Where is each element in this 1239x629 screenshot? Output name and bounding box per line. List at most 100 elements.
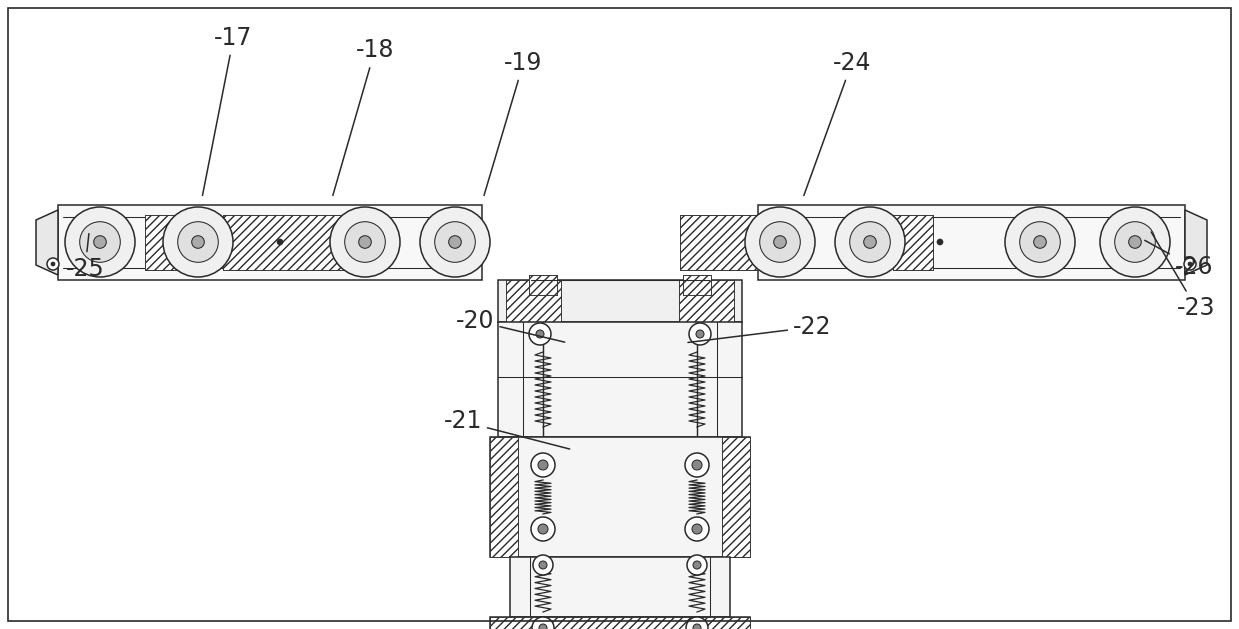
Circle shape: [864, 236, 876, 248]
Circle shape: [359, 236, 372, 248]
Text: -20: -20: [456, 309, 565, 342]
Circle shape: [79, 221, 120, 262]
Text: -24: -24: [804, 51, 871, 196]
Circle shape: [1129, 236, 1141, 248]
Bar: [683, 275, 711, 295]
Circle shape: [686, 555, 707, 575]
Bar: [489, 617, 750, 629]
Circle shape: [685, 453, 709, 477]
Bar: [506, 280, 561, 322]
Circle shape: [330, 207, 400, 277]
Bar: [223, 215, 343, 270]
Bar: [145, 215, 185, 270]
Text: -25: -25: [66, 233, 104, 281]
Circle shape: [685, 517, 709, 541]
Bar: [722, 437, 750, 557]
Bar: [893, 215, 933, 270]
Polygon shape: [1184, 210, 1207, 275]
Bar: [498, 280, 742, 322]
Bar: [223, 215, 343, 270]
Bar: [489, 617, 750, 629]
Polygon shape: [36, 210, 58, 275]
Bar: [679, 280, 733, 322]
Circle shape: [696, 330, 704, 338]
Circle shape: [1184, 258, 1196, 270]
Circle shape: [1188, 262, 1192, 266]
Circle shape: [760, 221, 800, 262]
Circle shape: [533, 555, 553, 575]
Circle shape: [1033, 236, 1046, 248]
Circle shape: [538, 524, 548, 534]
Bar: [489, 437, 750, 557]
Circle shape: [532, 453, 555, 477]
Bar: [683, 275, 711, 295]
Circle shape: [693, 460, 703, 470]
Text: -17: -17: [202, 26, 253, 196]
Text: -23: -23: [1151, 232, 1215, 320]
Circle shape: [686, 617, 707, 629]
Circle shape: [1020, 221, 1061, 262]
Bar: [529, 275, 558, 295]
Circle shape: [745, 207, 815, 277]
Circle shape: [773, 236, 787, 248]
Circle shape: [278, 239, 282, 245]
Circle shape: [449, 236, 461, 248]
Text: -19: -19: [484, 51, 543, 196]
Circle shape: [539, 624, 546, 629]
Bar: [223, 215, 343, 270]
Bar: [489, 617, 750, 629]
Text: -22: -22: [688, 315, 831, 342]
Circle shape: [164, 207, 233, 277]
Circle shape: [539, 561, 546, 569]
Bar: [680, 215, 800, 270]
Circle shape: [1005, 207, 1075, 277]
Circle shape: [177, 221, 218, 262]
Circle shape: [64, 207, 135, 277]
Circle shape: [529, 323, 551, 345]
Bar: [680, 215, 800, 270]
Bar: [893, 215, 933, 270]
Bar: [489, 437, 518, 557]
Bar: [722, 437, 750, 557]
Bar: [489, 617, 750, 629]
Text: -26: -26: [1145, 240, 1213, 279]
Text: -18: -18: [333, 38, 394, 196]
Circle shape: [693, 524, 703, 534]
Bar: [489, 437, 518, 557]
Circle shape: [835, 207, 904, 277]
Circle shape: [1115, 221, 1155, 262]
Circle shape: [689, 323, 711, 345]
Circle shape: [850, 221, 891, 262]
Circle shape: [937, 239, 943, 245]
Bar: [679, 280, 733, 322]
Bar: [506, 280, 561, 322]
Circle shape: [192, 236, 204, 248]
Circle shape: [435, 221, 476, 262]
Bar: [679, 280, 733, 322]
Circle shape: [538, 460, 548, 470]
Bar: [58, 205, 482, 280]
Bar: [145, 215, 185, 270]
Bar: [893, 215, 933, 270]
Bar: [758, 205, 1184, 280]
Bar: [683, 275, 711, 295]
Circle shape: [420, 207, 489, 277]
Bar: [506, 280, 561, 322]
Bar: [529, 275, 558, 295]
Text: -21: -21: [444, 409, 570, 449]
Circle shape: [693, 561, 701, 569]
Bar: [510, 557, 730, 617]
Bar: [489, 437, 518, 557]
Circle shape: [94, 236, 107, 248]
Bar: [529, 275, 558, 295]
Circle shape: [47, 258, 59, 270]
Bar: [722, 437, 750, 557]
Bar: [145, 215, 185, 270]
Circle shape: [51, 262, 55, 266]
Circle shape: [344, 221, 385, 262]
Circle shape: [1100, 207, 1170, 277]
Circle shape: [693, 624, 701, 629]
Circle shape: [532, 517, 555, 541]
Bar: [498, 322, 742, 437]
Circle shape: [532, 617, 554, 629]
